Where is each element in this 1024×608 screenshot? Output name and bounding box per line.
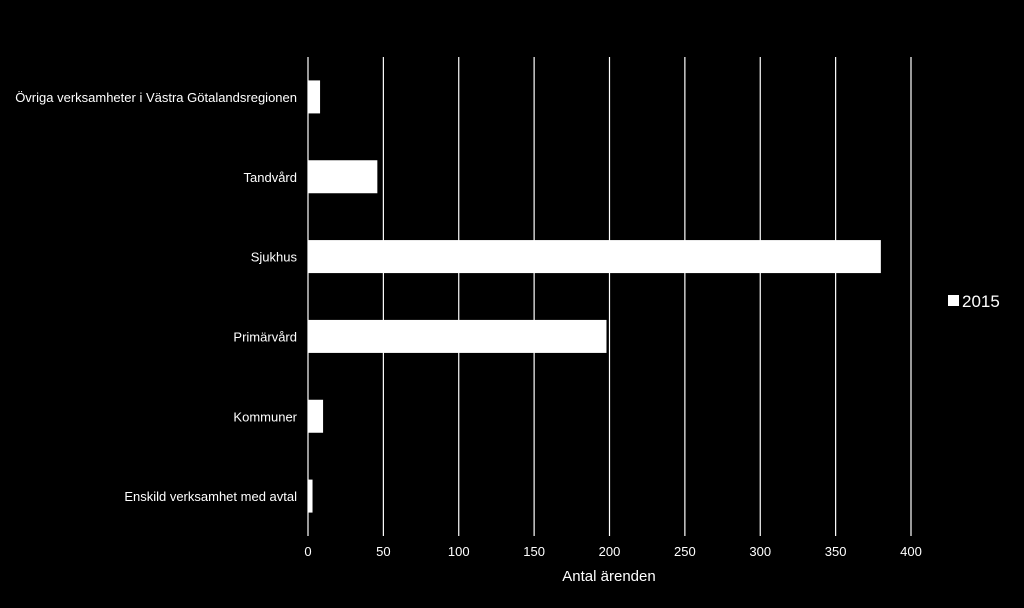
gridlines	[307, 57, 912, 536]
bars	[308, 80, 881, 513]
category-label: Övriga verksamheter i Västra Götalandsre…	[15, 90, 297, 105]
x-tick-label: 150	[523, 544, 545, 559]
category-label: Tandvård	[244, 170, 297, 185]
category-label: Sjukhus	[251, 250, 298, 265]
bar	[308, 479, 313, 513]
x-tick-label: 250	[674, 544, 696, 559]
category-label: Kommuner	[233, 409, 297, 424]
legend: 2015	[948, 292, 1000, 311]
legend-swatch	[948, 295, 959, 306]
category-label: Enskild verksamhet med avtal	[124, 489, 297, 504]
x-tick-label: 100	[448, 544, 470, 559]
x-tick-label: 400	[900, 544, 922, 559]
bar	[308, 240, 881, 274]
bar	[308, 160, 378, 194]
x-tick-label: 200	[599, 544, 621, 559]
bar	[308, 399, 324, 433]
bar	[308, 80, 321, 114]
x-tick-label: 0	[304, 544, 311, 559]
x-tick-label: 350	[825, 544, 847, 559]
x-tick-label: 300	[749, 544, 771, 559]
category-label: Primärvård	[233, 329, 297, 344]
category-labels: Övriga verksamheter i Västra Götalandsre…	[15, 90, 297, 504]
x-axis-title: Antal ärenden	[562, 568, 655, 585]
x-tick-label: 50	[376, 544, 390, 559]
x-tick-labels: 0 50 100 150 200 250 300 350 400	[304, 544, 921, 559]
bar	[308, 319, 607, 353]
legend-label: 2015	[962, 292, 1000, 311]
